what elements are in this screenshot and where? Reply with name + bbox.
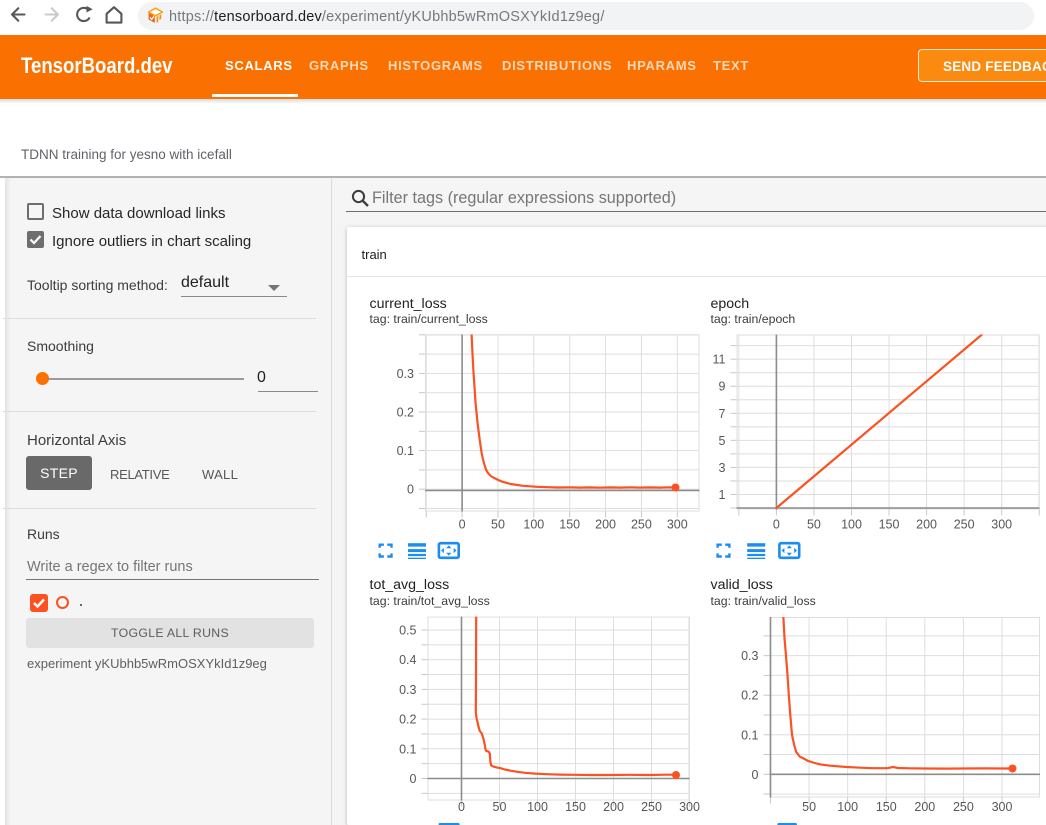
svg-text:50: 50 — [493, 800, 507, 814]
svg-text:150: 150 — [559, 517, 580, 531]
svg-text:0: 0 — [458, 800, 465, 814]
svg-text:150: 150 — [565, 800, 586, 814]
svg-text:200: 200 — [603, 800, 624, 814]
svg-text:100: 100 — [837, 800, 858, 814]
svg-text:200: 200 — [916, 517, 937, 531]
svg-text:200: 200 — [914, 800, 935, 814]
svg-text:0: 0 — [459, 517, 466, 531]
svg-text:0.1: 0.1 — [399, 742, 416, 756]
svg-text:0.2: 0.2 — [399, 713, 416, 727]
svg-text:300: 300 — [667, 517, 688, 531]
svg-text:0.4: 0.4 — [399, 653, 416, 667]
svg-text:3: 3 — [719, 461, 726, 475]
svg-text:200: 200 — [595, 517, 616, 531]
svg-text:0.2: 0.2 — [741, 689, 758, 703]
svg-text:1: 1 — [719, 488, 726, 502]
svg-text:0: 0 — [407, 483, 414, 497]
svg-text:5: 5 — [719, 434, 726, 448]
svg-text:250: 250 — [953, 800, 974, 814]
svg-text:250: 250 — [631, 517, 652, 531]
svg-text:50: 50 — [491, 517, 505, 531]
svg-text:150: 150 — [879, 517, 900, 531]
svg-text:300: 300 — [679, 800, 700, 814]
svg-text:0.3: 0.3 — [741, 649, 758, 663]
svg-text:50: 50 — [807, 517, 821, 531]
svg-text:150: 150 — [876, 800, 897, 814]
svg-text:50: 50 — [802, 800, 816, 814]
svg-text:0: 0 — [752, 768, 759, 782]
svg-text:0.5: 0.5 — [399, 624, 416, 638]
svg-text:0.3: 0.3 — [399, 683, 416, 697]
svg-text:300: 300 — [991, 517, 1012, 531]
svg-text:250: 250 — [954, 517, 975, 531]
svg-text:100: 100 — [841, 517, 862, 531]
svg-text:0: 0 — [773, 517, 780, 531]
svg-text:250: 250 — [641, 800, 662, 814]
svg-text:0.3: 0.3 — [397, 367, 414, 381]
svg-text:0.2: 0.2 — [397, 406, 414, 420]
svg-text:0.1: 0.1 — [741, 728, 758, 742]
svg-text:0.1: 0.1 — [397, 444, 414, 458]
svg-text:100: 100 — [523, 517, 544, 531]
svg-text:9: 9 — [719, 380, 726, 394]
svg-text:0: 0 — [410, 772, 417, 786]
svg-text:100: 100 — [527, 800, 548, 814]
svg-text:300: 300 — [992, 800, 1013, 814]
svg-text:11: 11 — [713, 353, 726, 367]
svg-text:7: 7 — [719, 407, 726, 421]
